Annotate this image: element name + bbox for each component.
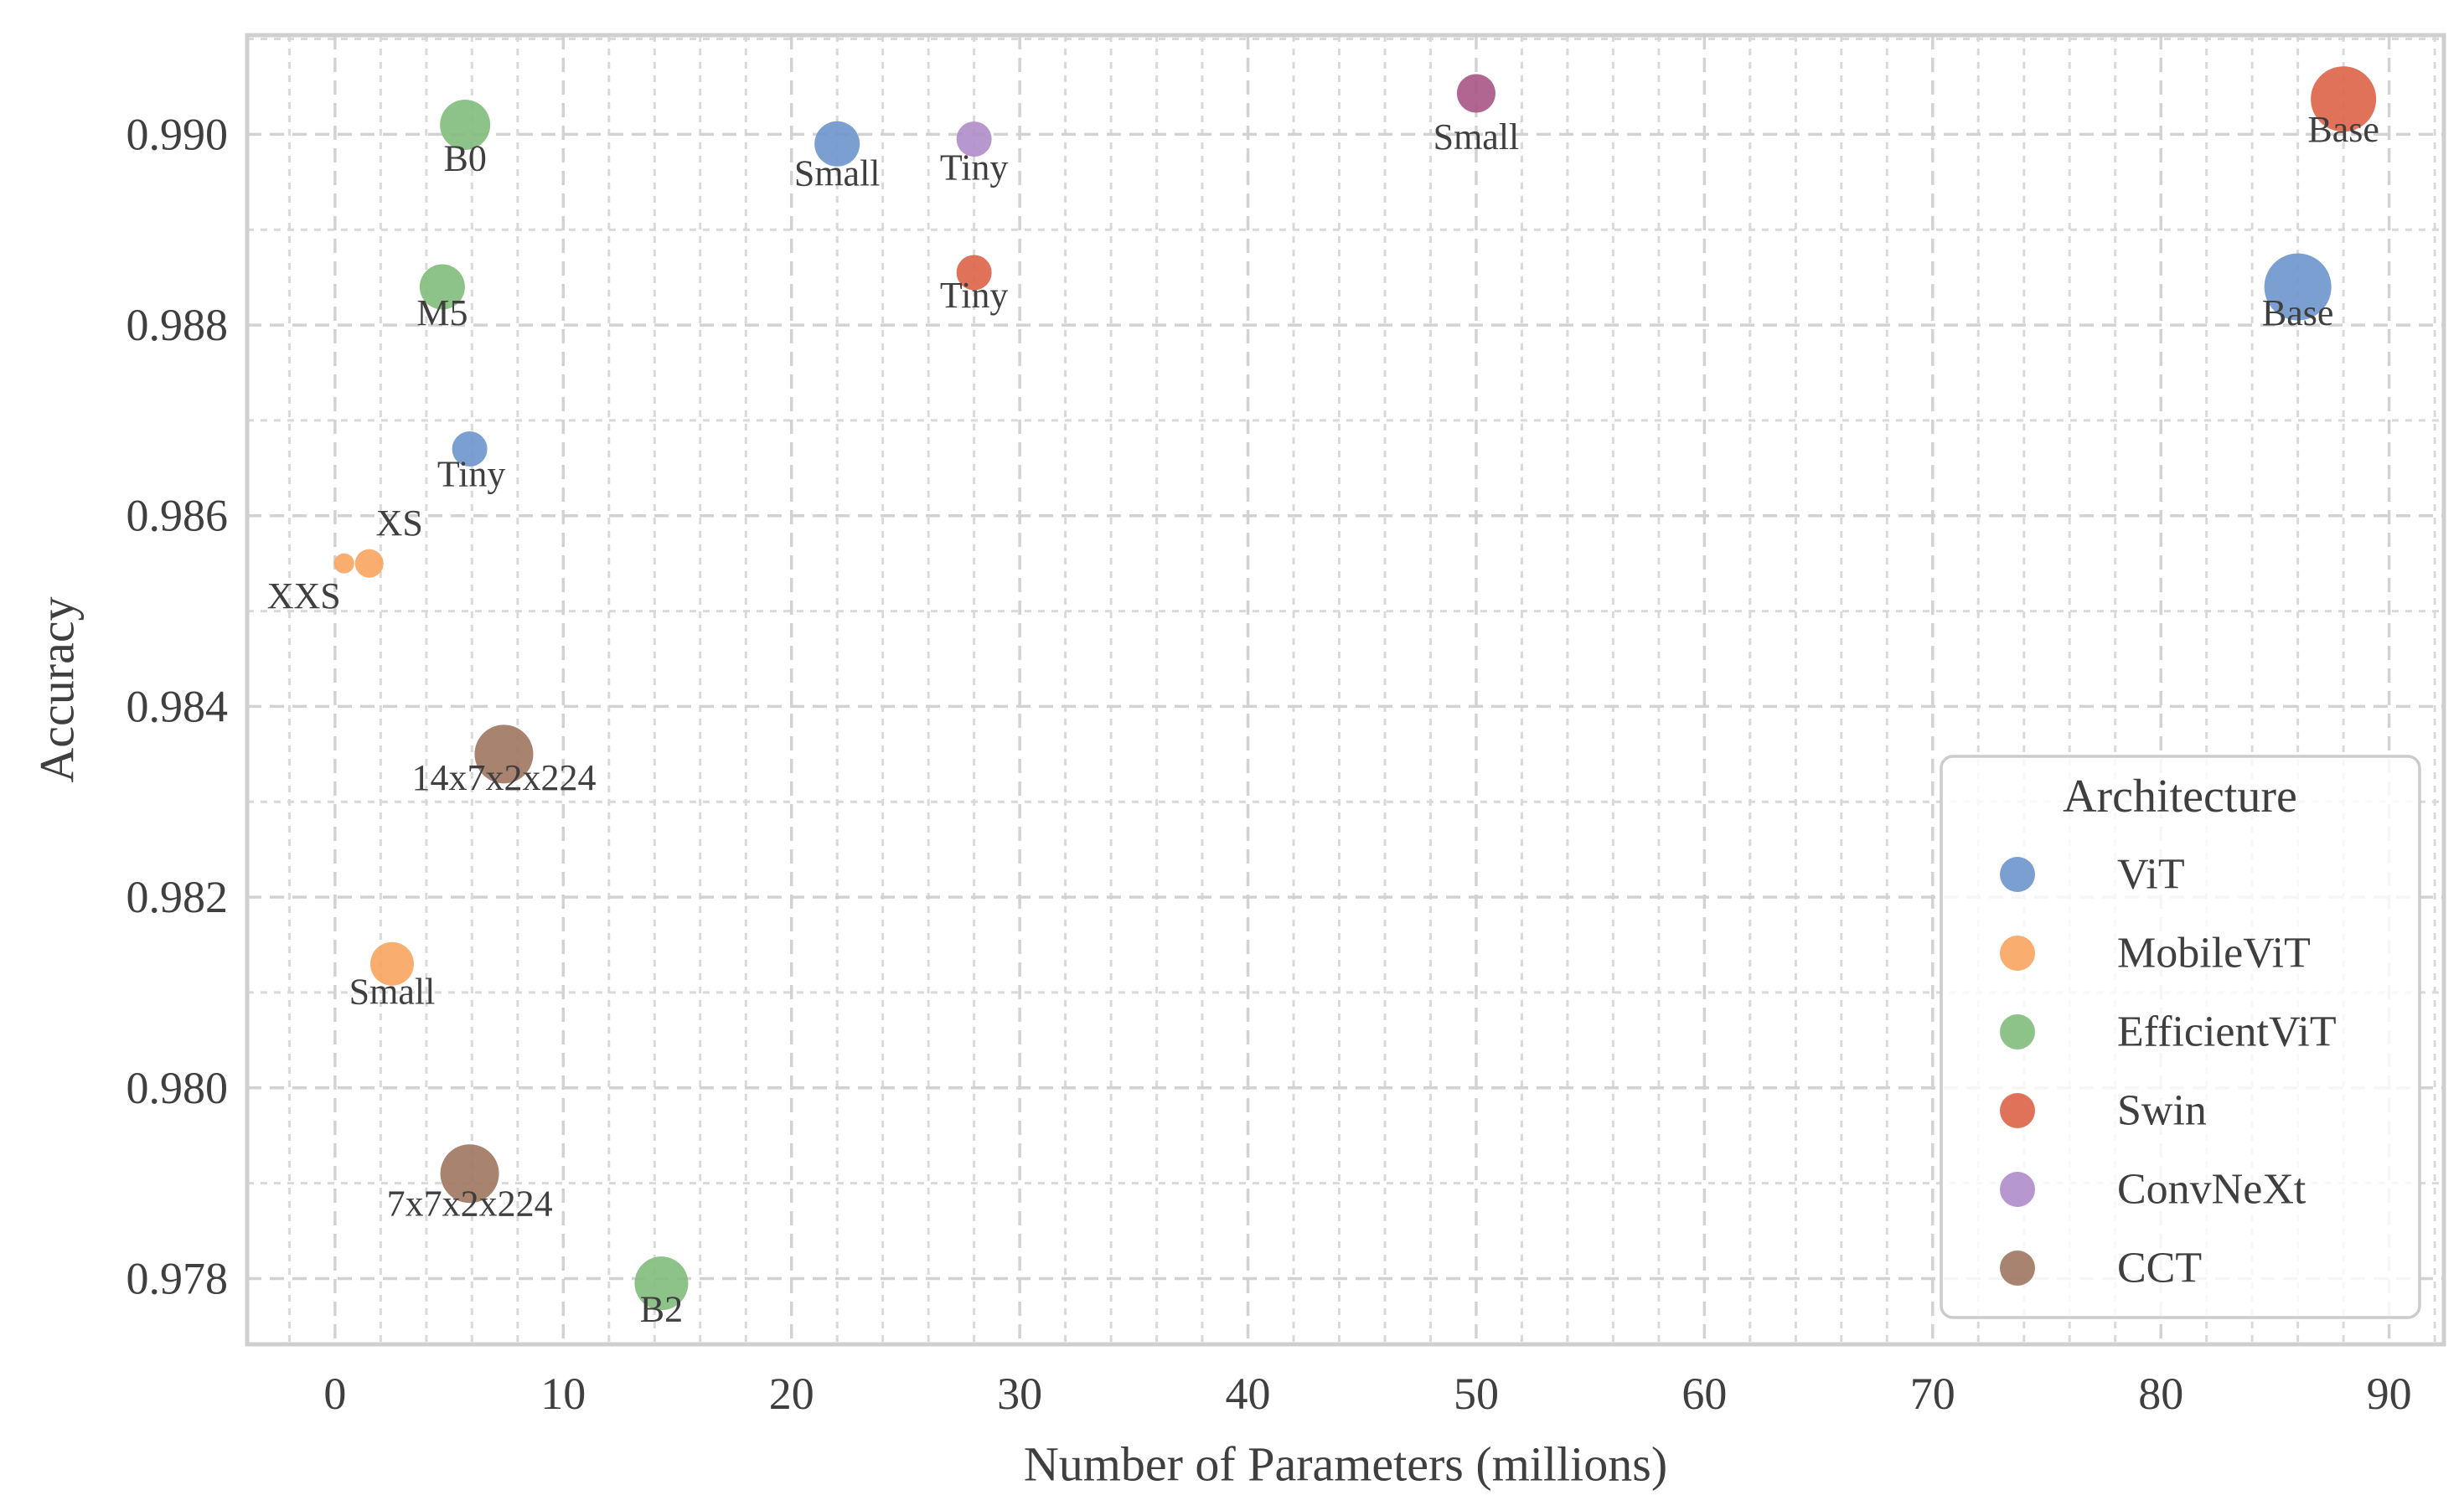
x-tick-label: 10 [540, 1369, 586, 1419]
x-tick-label: 50 [1454, 1369, 1499, 1419]
data-point [474, 725, 534, 784]
y-tick-label: 0.978 [127, 1253, 229, 1303]
y-tick-label: 0.980 [127, 1063, 229, 1113]
legend-swatch-icon [2000, 936, 2035, 971]
y-tick-label: 0.982 [127, 872, 229, 922]
data-point [814, 121, 860, 167]
point-label: Base [2262, 292, 2334, 333]
legend-swatch-icon [2000, 1172, 2035, 1207]
data-point [440, 1144, 499, 1204]
point-label: XS [376, 503, 423, 544]
x-tick-label: 30 [997, 1369, 1042, 1419]
y-tick-label: 0.984 [127, 681, 229, 731]
legend-item-label: Swin [2117, 1087, 2207, 1135]
legend-item: Swin [2000, 1087, 2207, 1135]
x-tick-label: 70 [1910, 1369, 1955, 1419]
data-point [1456, 74, 1495, 113]
legend: Architecture ViT MobileViT EfficientViT Swin… [1940, 755, 2421, 1319]
y-axis-label: Accuracy [30, 596, 85, 782]
x-tick-label: 0 [323, 1369, 346, 1419]
legend-item-label: ConvNeXt [2117, 1166, 2306, 1214]
point-label: XXS [267, 575, 341, 616]
legend-item: MobileViT [2000, 930, 2311, 977]
legend-item-label: CCT [2117, 1245, 2202, 1292]
tick-labels: 0 10 20 30 40 50 60 70 80 90 0.978 0.980 0.982 0.984 0… [127, 109, 2412, 1419]
data-point [333, 553, 354, 574]
data-point [2264, 253, 2332, 321]
point-label: Tiny [940, 147, 1009, 188]
x-tick-label: 90 [2367, 1369, 2412, 1419]
point-label: B2 [640, 1289, 683, 1330]
data-point [419, 264, 465, 310]
point-label: Base [2307, 109, 2379, 150]
legend-swatch-icon [2000, 1251, 2035, 1286]
point-label: Small [349, 971, 436, 1012]
legend-title: Architecture [2063, 771, 2297, 823]
x-tick-label: 20 [769, 1369, 814, 1419]
legend-item: ViT [2000, 851, 2185, 899]
x-tick-label: 40 [1226, 1369, 1271, 1419]
point-label: Tiny [437, 454, 506, 495]
data-point [956, 121, 992, 157]
point-label: 14x7x2x224 [411, 757, 596, 798]
x-tick-label: 60 [1681, 1369, 1727, 1419]
legend-item-label: MobileViT [2117, 930, 2311, 977]
legend-item-label: EfficientViT [2117, 1008, 2337, 1056]
point-label: M5 [416, 292, 467, 333]
data-point [452, 431, 488, 467]
data-points [333, 66, 2377, 1311]
data-point [440, 100, 491, 151]
legend-item: EfficientViT [2000, 1008, 2337, 1056]
x-axis-label: Number of Parameters (millions) [1024, 1437, 1667, 1492]
legend-item: ConvNeXt [2000, 1166, 2306, 1214]
point-label: B0 [443, 138, 486, 179]
point-label: Small [794, 152, 881, 193]
data-point [369, 941, 414, 986]
x-tick-label: 80 [2138, 1369, 2183, 1419]
legend-box [1940, 755, 2421, 1319]
point-label: Tiny [940, 275, 1009, 316]
legend-item-label: ViT [2117, 851, 2185, 899]
y-tick-label: 0.990 [127, 109, 229, 159]
y-tick-label: 0.986 [127, 491, 229, 541]
data-point [354, 549, 384, 578]
legend-item: CCT [2000, 1245, 2202, 1292]
legend-swatch-icon [2000, 857, 2035, 892]
plot-border [245, 33, 2446, 1347]
data-point [956, 255, 992, 291]
legend-swatch-icon [2000, 1093, 2035, 1128]
y-tick-label: 0.988 [127, 300, 229, 350]
legend-swatch-icon [2000, 1014, 2035, 1049]
point-label: 7x7x2x224 [387, 1184, 553, 1225]
data-point [634, 1256, 689, 1311]
point-labels: Tiny Small Base XXS XS Small B0 M5 B2 Tiny Base Tin… [267, 109, 2379, 1330]
data-point [2311, 66, 2377, 132]
point-label: Small [1433, 116, 1520, 157]
